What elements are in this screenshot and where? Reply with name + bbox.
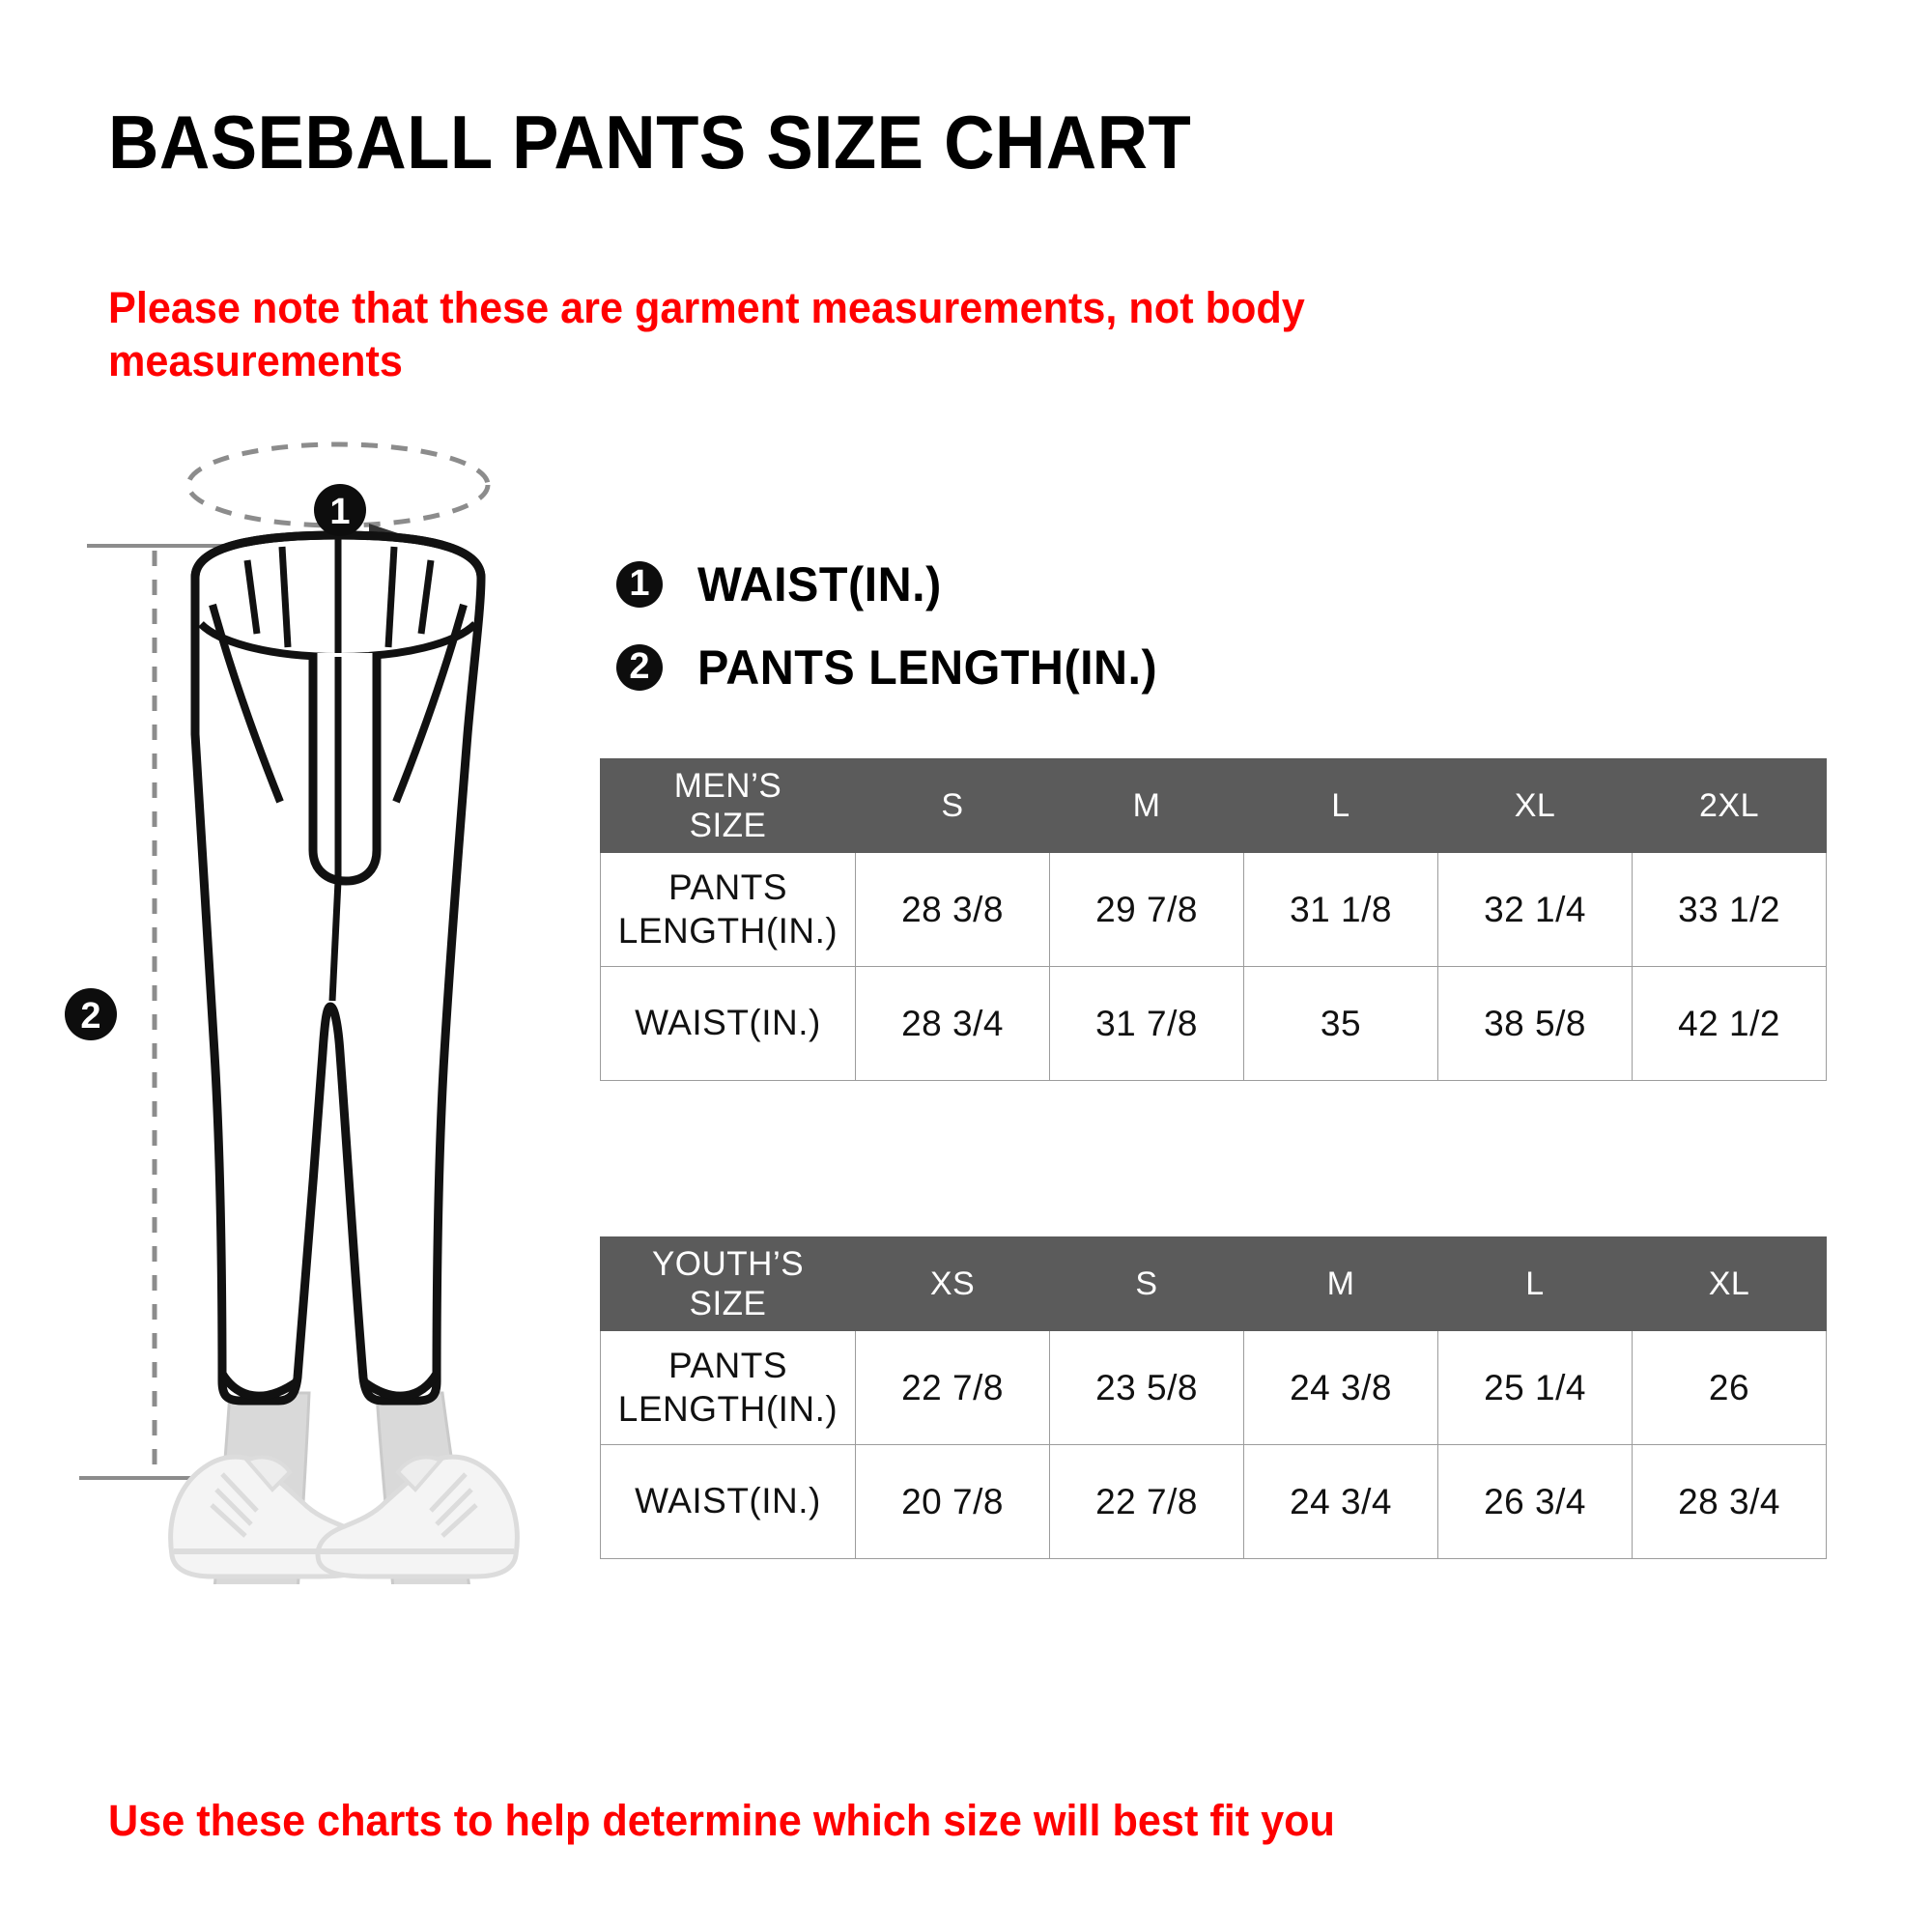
legend-badge-1: 1: [616, 561, 663, 608]
legend-label-waist: WAIST(IN.): [697, 557, 942, 611]
mens-pants-length-l: 31 1/8: [1243, 852, 1438, 967]
youth-col-m: M: [1243, 1236, 1438, 1331]
mens-waist-s: 28 3/4: [855, 966, 1050, 1081]
left-shoe-stripes: [210, 1472, 259, 1538]
fly-panel: [308, 653, 382, 886]
mens-col-l: L: [1243, 758, 1438, 853]
right-shoe: [315, 1454, 520, 1579]
table-row: WAIST(IN.) 28 3/4 31 7/8 35 38 5/8 42 1/…: [600, 966, 1827, 1081]
mens-col-s: S: [855, 758, 1050, 853]
youth-pants-length-label-line2: LENGTH(IN.): [617, 1388, 838, 1429]
shoes-group: [168, 1454, 520, 1579]
page-title: BASEBALL PANTS SIZE CHART: [108, 99, 1192, 185]
measurement-legend: 1 WAIST(IN.) 2 PANTS LENGTH(IN.): [616, 543, 1172, 709]
length-marker-number: 2: [80, 996, 100, 1037]
mens-waist-m: 31 7/8: [1049, 966, 1244, 1081]
mens-waist-2xl: 42 1/2: [1632, 966, 1827, 1081]
youth-pants-length-xs: 22 7/8: [855, 1330, 1050, 1445]
youth-pants-length-m: 24 3/8: [1243, 1330, 1438, 1445]
mens-pants-length-m: 29 7/8: [1049, 852, 1244, 967]
garment-measurement-note: Please note that these are garment measu…: [108, 283, 1305, 385]
table-row: PANTS LENGTH(IN.) 22 7/8 23 5/8 24 3/8 2…: [600, 1330, 1827, 1445]
mens-size-header-line2: SIZE: [689, 807, 767, 844]
right-shoe-tongue: [395, 1455, 444, 1492]
mens-col-2xl: 2XL: [1632, 758, 1827, 853]
mens-waist-xl: 38 5/8: [1437, 966, 1633, 1081]
mens-col-xl: XL: [1437, 758, 1633, 853]
youth-waist-m: 24 3/4: [1243, 1444, 1438, 1559]
youth-pants-length-s: 23 5/8: [1049, 1330, 1244, 1445]
mens-pants-length-xl: 32 1/4: [1437, 852, 1633, 967]
waist-marker-badge: 1: [314, 484, 366, 536]
right-pocket: [392, 603, 468, 804]
youth-pants-length-label-line1: PANTS: [668, 1346, 788, 1386]
legend-label-pants-length: PANTS LENGTH(IN.): [697, 640, 1158, 695]
mens-pants-length-label: PANTS LENGTH(IN.): [600, 852, 856, 967]
table-header-row: MEN’S SIZE S M L XL 2XL: [600, 758, 1827, 853]
youth-waist-xs: 20 7/8: [855, 1444, 1050, 1559]
youth-pants-length-l: 25 1/4: [1437, 1330, 1633, 1445]
mens-col-m: M: [1049, 758, 1244, 853]
youth-col-l: L: [1437, 1236, 1633, 1331]
table-row: PANTS LENGTH(IN.) 28 3/8 29 7/8 31 1/8 3…: [600, 852, 1827, 967]
belt-loops: [243, 539, 435, 657]
youth-pants-length-label: PANTS LENGTH(IN.): [600, 1330, 856, 1445]
mens-size-header-line1: MEN’S: [673, 766, 782, 805]
mens-size-table: MEN’S SIZE S M L XL 2XL PANTS LENGTH(IN.…: [600, 758, 1827, 1081]
youth-col-xs: XS: [855, 1236, 1050, 1331]
table-header-row: YOUTH’S SIZE XS S M L XL: [600, 1236, 1827, 1331]
right-cuff: [360, 1371, 440, 1401]
mens-size-header: MEN’S SIZE: [600, 758, 856, 853]
youth-size-header: YOUTH’S SIZE: [600, 1236, 856, 1331]
crotch-seam: [328, 880, 342, 1002]
left-shoe-tongue: [243, 1455, 293, 1492]
mens-pants-length-label-line1: PANTS: [668, 867, 788, 908]
mens-pants-length-s: 28 3/8: [855, 852, 1050, 967]
waist-marker-number: 1: [329, 492, 350, 532]
mens-pants-length-label-line2: LENGTH(IN.): [617, 910, 838, 951]
pants-body: [190, 530, 486, 1406]
youth-pants-length-xl: 26: [1632, 1330, 1827, 1445]
legend-item-waist: 1 WAIST(IN.): [616, 543, 1172, 626]
youth-size-header-line1: YOUTH’S: [651, 1244, 805, 1283]
youth-size-header-line2: SIZE: [689, 1285, 767, 1322]
mens-pants-length-2xl: 33 1/2: [1632, 852, 1827, 967]
length-marker-badge: 2: [65, 988, 117, 1040]
footer-note: Use these charts to help determine which…: [108, 1796, 1335, 1845]
left-cuff: [218, 1371, 300, 1401]
right-shoe-stripes: [429, 1472, 478, 1538]
mens-waist-l: 35: [1243, 966, 1438, 1081]
legend-item-pants-length: 2 PANTS LENGTH(IN.): [616, 626, 1172, 709]
youth-waist-s: 22 7/8: [1049, 1444, 1244, 1559]
mens-waist-label: WAIST(IN.): [600, 966, 856, 1081]
youth-waist-label: WAIST(IN.): [600, 1444, 856, 1559]
youth-waist-xl: 28 3/4: [1632, 1444, 1827, 1559]
pants-group: [190, 530, 486, 1406]
pants-illustration: 1 2: [58, 415, 599, 1820]
youth-size-table: YOUTH’S SIZE XS S M L XL PANTS LENGTH(IN…: [600, 1236, 1827, 1559]
youth-col-s: S: [1049, 1236, 1244, 1331]
table-row: WAIST(IN.) 20 7/8 22 7/8 24 3/4 26 3/4 2…: [600, 1444, 1827, 1559]
legend-badge-2: 2: [616, 644, 663, 691]
youth-waist-l: 26 3/4: [1437, 1444, 1633, 1559]
youth-col-xl: XL: [1632, 1236, 1827, 1331]
left-pocket: [209, 603, 284, 804]
